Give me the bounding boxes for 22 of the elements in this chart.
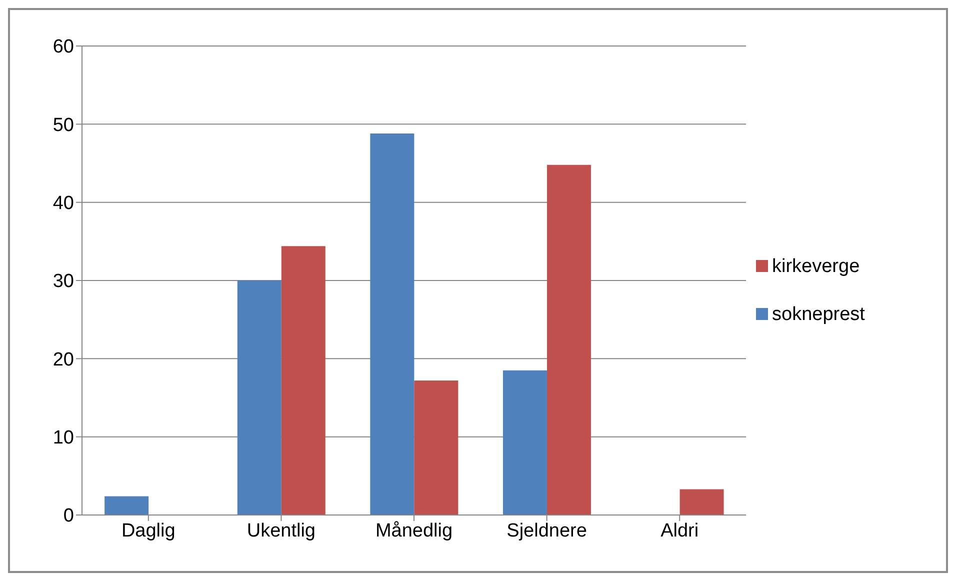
y-tick-label: 10 (52, 428, 74, 449)
y-tick-label: 50 (52, 114, 74, 136)
bar (502, 370, 547, 515)
y-tick-label: 0 (63, 506, 74, 527)
bar (414, 380, 458, 515)
bar (546, 164, 591, 515)
bar (680, 489, 724, 515)
x-tick-label: Aldri (660, 520, 699, 542)
y-tick-label: 30 (52, 271, 74, 292)
bar (237, 280, 282, 515)
bar (281, 246, 326, 515)
x-tick-label: Daglig (121, 520, 176, 542)
x-tick-label: Månedlig (375, 520, 453, 542)
y-tick-label: 60 (52, 36, 74, 58)
y-tick-label: 40 (52, 193, 74, 214)
x-tick-label: Ukentlig (246, 520, 316, 542)
y-tick-label: 20 (52, 349, 74, 370)
bar (370, 134, 414, 515)
legend-label: sokneprest (772, 304, 865, 324)
x-tick-label: Sjeldnere (506, 520, 587, 542)
legend-label: kirkeverge (772, 256, 860, 276)
bar (104, 496, 149, 515)
